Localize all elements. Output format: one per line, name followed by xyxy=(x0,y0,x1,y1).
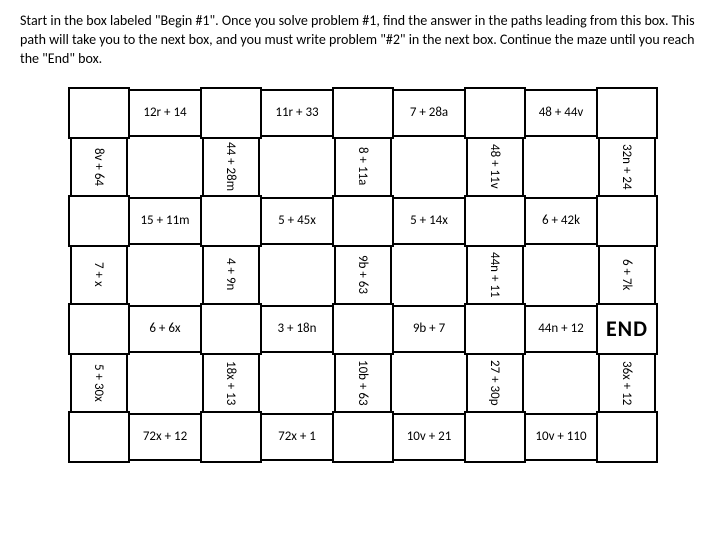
maze-box xyxy=(596,411,658,463)
maze-box xyxy=(200,195,262,247)
v-edge-label: 48 + 11v xyxy=(487,137,502,197)
h-edge-label: 9b + 7 xyxy=(394,321,464,336)
h-edge-label: 72x + 1 xyxy=(262,429,332,444)
maze-box xyxy=(332,195,394,247)
maze-box xyxy=(200,87,262,139)
maze-box xyxy=(332,87,394,139)
v-edge-label: 8v + 64 xyxy=(91,137,106,197)
v-edge-label: 32n + 24 xyxy=(619,137,634,197)
maze-box xyxy=(464,195,526,247)
h-edge-label: 11r + 33 xyxy=(262,105,332,120)
v-edge-label: 5 + 30x xyxy=(91,353,106,413)
h-edge-label: 6 + 42k xyxy=(526,213,596,228)
v-edge-label: 4 + 9n xyxy=(223,245,238,305)
maze-box xyxy=(596,87,658,139)
v-edge-label: 6 + 7k xyxy=(619,245,634,305)
h-edge-label: 44n + 12 xyxy=(526,321,596,336)
h-edge-label: 5 + 14x xyxy=(394,213,464,228)
maze-box xyxy=(464,411,526,463)
h-edge-label: 72x + 12 xyxy=(130,429,200,444)
maze-box xyxy=(596,195,658,247)
v-edge-label: 9b + 63 xyxy=(355,245,370,305)
v-edge-label: 18x + 13 xyxy=(223,353,238,413)
maze-box xyxy=(332,303,394,355)
v-edge-label: 27 + 30p xyxy=(487,353,502,413)
v-edge-label: 36x + 12 xyxy=(619,353,634,413)
maze-grid: END 12r + 14 11r + 33 7 + 28a 48 + 44v 15 + 1… xyxy=(20,77,700,537)
v-edge-label: 10b + 63 xyxy=(355,353,370,413)
h-edge-label: 6 + 6x xyxy=(130,321,200,336)
instructions-text: Start in the box labeled "Begin #1". Onc… xyxy=(20,12,700,69)
maze-box xyxy=(464,87,526,139)
maze-box xyxy=(68,411,130,463)
v-edge-label: 8 + 11a xyxy=(355,137,370,197)
v-edge-label: 44n + 11 xyxy=(487,245,502,305)
h-edge-label: 48 + 44v xyxy=(526,105,596,120)
h-edge-label: 15 + 11m xyxy=(130,213,200,228)
h-edge-label: 12r + 14 xyxy=(130,105,200,120)
maze-box xyxy=(68,87,130,139)
maze-box xyxy=(68,195,130,247)
h-edge-label: 3 + 18n xyxy=(262,321,332,336)
h-edge-label: 7 + 28a xyxy=(394,105,464,120)
maze-box xyxy=(68,303,130,355)
end-box: END xyxy=(596,303,658,355)
maze-box xyxy=(464,303,526,355)
h-edge-label: 5 + 45x xyxy=(262,213,332,228)
v-edge-label: 7 + x xyxy=(91,245,106,305)
h-edge-label: 10v + 21 xyxy=(394,429,464,444)
maze-box xyxy=(200,411,262,463)
maze-box xyxy=(200,303,262,355)
v-edge-label: 44 + 28m xyxy=(223,137,238,197)
maze-box xyxy=(332,411,394,463)
h-edge-label: 10v + 110 xyxy=(526,429,596,444)
